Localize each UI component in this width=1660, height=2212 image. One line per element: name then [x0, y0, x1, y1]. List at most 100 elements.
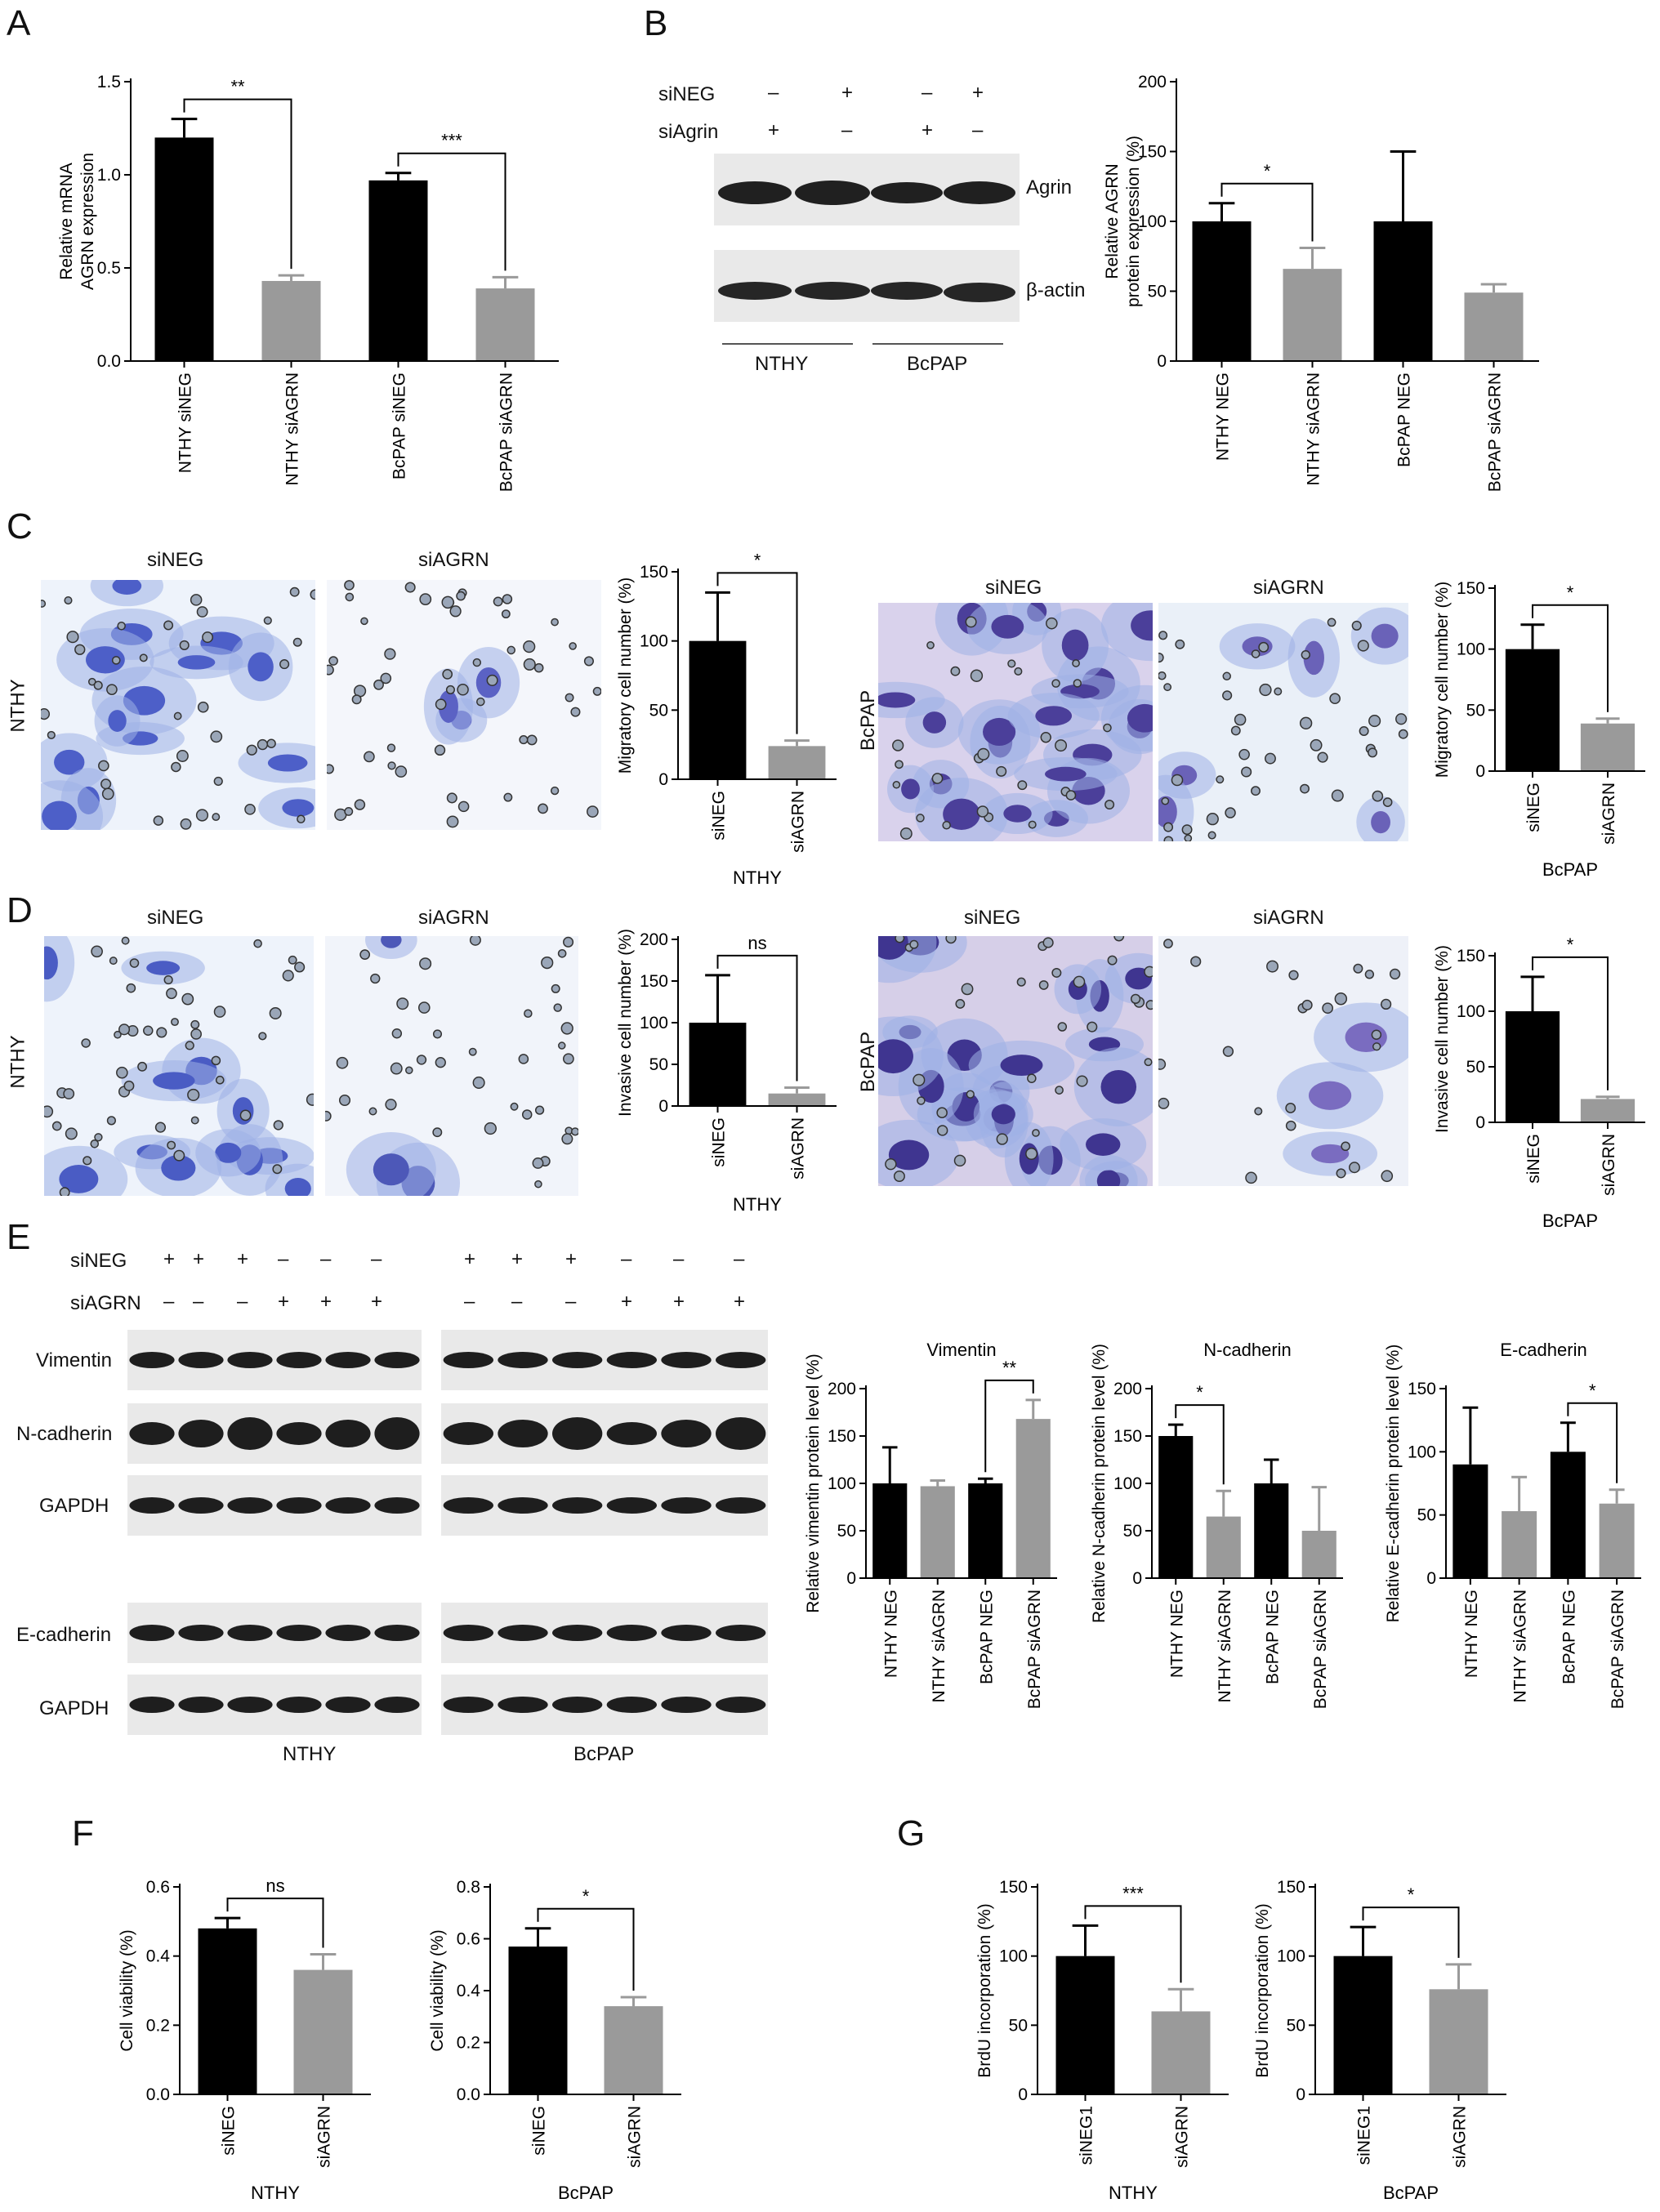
membrane-pore	[173, 1149, 185, 1162]
membrane-pore	[244, 804, 256, 815]
membrane-pore	[395, 765, 408, 778]
membrane-pore	[977, 747, 990, 760]
blot-band	[178, 1352, 224, 1368]
bar	[1055, 1956, 1115, 2094]
panel-label-f: F	[72, 1813, 94, 1853]
blot-band	[552, 1352, 603, 1368]
chart-f1: 0.0 0.2 0.4 0.6 Cell viability (%) siNEG siAGR…	[106, 1854, 384, 2205]
x-tick-label: NTHY siAGRN	[1305, 372, 1323, 485]
y-tick-label: 200	[640, 930, 668, 949]
membrane-pore	[569, 642, 577, 650]
x-axis-label: NTHY	[251, 2183, 300, 2203]
blot-e-sign: +	[734, 1291, 746, 1313]
blot-band	[606, 1422, 657, 1445]
bar	[872, 1483, 908, 1578]
y-tick-label: 100	[1138, 212, 1167, 231]
membrane-pore	[942, 820, 951, 830]
membrane-pore	[1222, 1046, 1234, 1057]
bar	[768, 1093, 826, 1106]
membrane-pore	[506, 645, 516, 655]
membrane-pore	[98, 760, 109, 772]
chart-svg: 0.0 0.2 0.4 0.6 0.8 Cell viability (%) siNEG si…	[428, 1878, 681, 2203]
significance-bracket	[1175, 1404, 1225, 1485]
x-tick-label: siAGRN	[1600, 1134, 1618, 1196]
significance-bracket	[397, 152, 506, 271]
blot-band	[443, 1352, 493, 1368]
bar	[154, 137, 214, 361]
membrane-pore	[153, 815, 164, 826]
blot-e-sign: –	[464, 1291, 475, 1313]
y-tick-label: 150	[640, 972, 668, 991]
membrane-pore	[266, 738, 276, 748]
chart-title: Vimentin	[926, 1340, 996, 1360]
blot-bands	[443, 1497, 766, 1514]
significance-bracket	[1220, 182, 1314, 242]
blot-e-sign: –	[163, 1291, 175, 1313]
membrane-pore	[1073, 975, 1086, 988]
membrane-pore	[1161, 796, 1170, 805]
y-axis-label: protein expression (%)	[1124, 136, 1143, 307]
bar	[968, 1483, 1003, 1578]
membrane-pore	[1353, 963, 1363, 974]
membrane-pore	[338, 1094, 351, 1107]
membrane-pore	[190, 1028, 202, 1040]
membrane-pore	[449, 605, 462, 618]
membrane-pore	[306, 1093, 314, 1106]
panel-label-a: A	[7, 3, 31, 43]
membrane-pore	[344, 580, 355, 591]
x-tick-label: NTHY siAGRN	[930, 1590, 948, 1702]
membrane-pore	[558, 1041, 566, 1050]
chart-g2: 0 50 100 150 BrdU incorporation (%) siNEG1 siA…	[1242, 1854, 1519, 2205]
bar	[1158, 1436, 1194, 1578]
y-axis-label: Migratory cell number (%)	[616, 578, 635, 774]
blot-bands	[129, 1352, 420, 1368]
membrane-pore	[456, 591, 466, 601]
blot-e-sign: +	[511, 1248, 524, 1270]
membrane-pore	[445, 685, 455, 694]
blot-band	[325, 1497, 371, 1514]
y-tick-label: 0.2	[457, 2034, 480, 2053]
y-tick-label: 0	[1475, 1113, 1485, 1132]
membrane-pore	[211, 1055, 221, 1066]
cell-nucleus	[112, 580, 142, 595]
significance-label: *	[582, 1886, 590, 1907]
blot-bands	[443, 1625, 766, 1641]
bar	[689, 640, 747, 779]
blot-band	[661, 1497, 712, 1514]
bar	[1206, 1516, 1241, 1578]
membrane-pore	[328, 656, 338, 666]
membrane-pore	[51, 1121, 62, 1131]
cell-nucleus	[54, 749, 85, 775]
membrane-pore	[1317, 751, 1328, 763]
blot-e-sign: +	[163, 1248, 176, 1270]
membrane-pore	[484, 1122, 497, 1135]
membrane-pore	[263, 616, 272, 625]
chart-svg: 0 50 100 150 Invasive cell number (%) siNEG si…	[1433, 934, 1645, 1231]
blot-e-sign: –	[193, 1291, 204, 1313]
membrane-pore	[1381, 1170, 1394, 1183]
membrane-pore	[955, 999, 966, 1009]
x-tick-label: NTHY NEG	[1167, 1590, 1186, 1678]
membrane-pore	[1265, 752, 1276, 765]
membrane-pore	[351, 694, 362, 705]
y-tick-label: 150	[1277, 1878, 1305, 1897]
blot-band	[227, 1497, 273, 1514]
membrane-pore	[126, 983, 136, 993]
blot-band	[276, 1697, 322, 1713]
y-tick-label: 150	[999, 1878, 1028, 1897]
membrane-pore	[1329, 693, 1341, 705]
blot-b-actin-strip	[714, 250, 1020, 322]
significance-label: **	[1002, 1358, 1017, 1378]
cell-nucleus	[373, 1153, 409, 1186]
micrograph-image	[1158, 936, 1408, 1186]
membrane-pore	[1301, 649, 1310, 660]
membrane-pore	[1382, 797, 1393, 807]
membrane-pore	[111, 656, 121, 665]
micro-c-side-nthy: NTHY	[7, 679, 29, 733]
x-tick-label: NTHY siAGRN	[1511, 1590, 1530, 1702]
blot-e-strip	[127, 1603, 422, 1663]
y-tick-label: 50	[1417, 1506, 1436, 1525]
membrane-pore	[560, 1022, 573, 1035]
membrane-pore	[937, 1125, 948, 1136]
